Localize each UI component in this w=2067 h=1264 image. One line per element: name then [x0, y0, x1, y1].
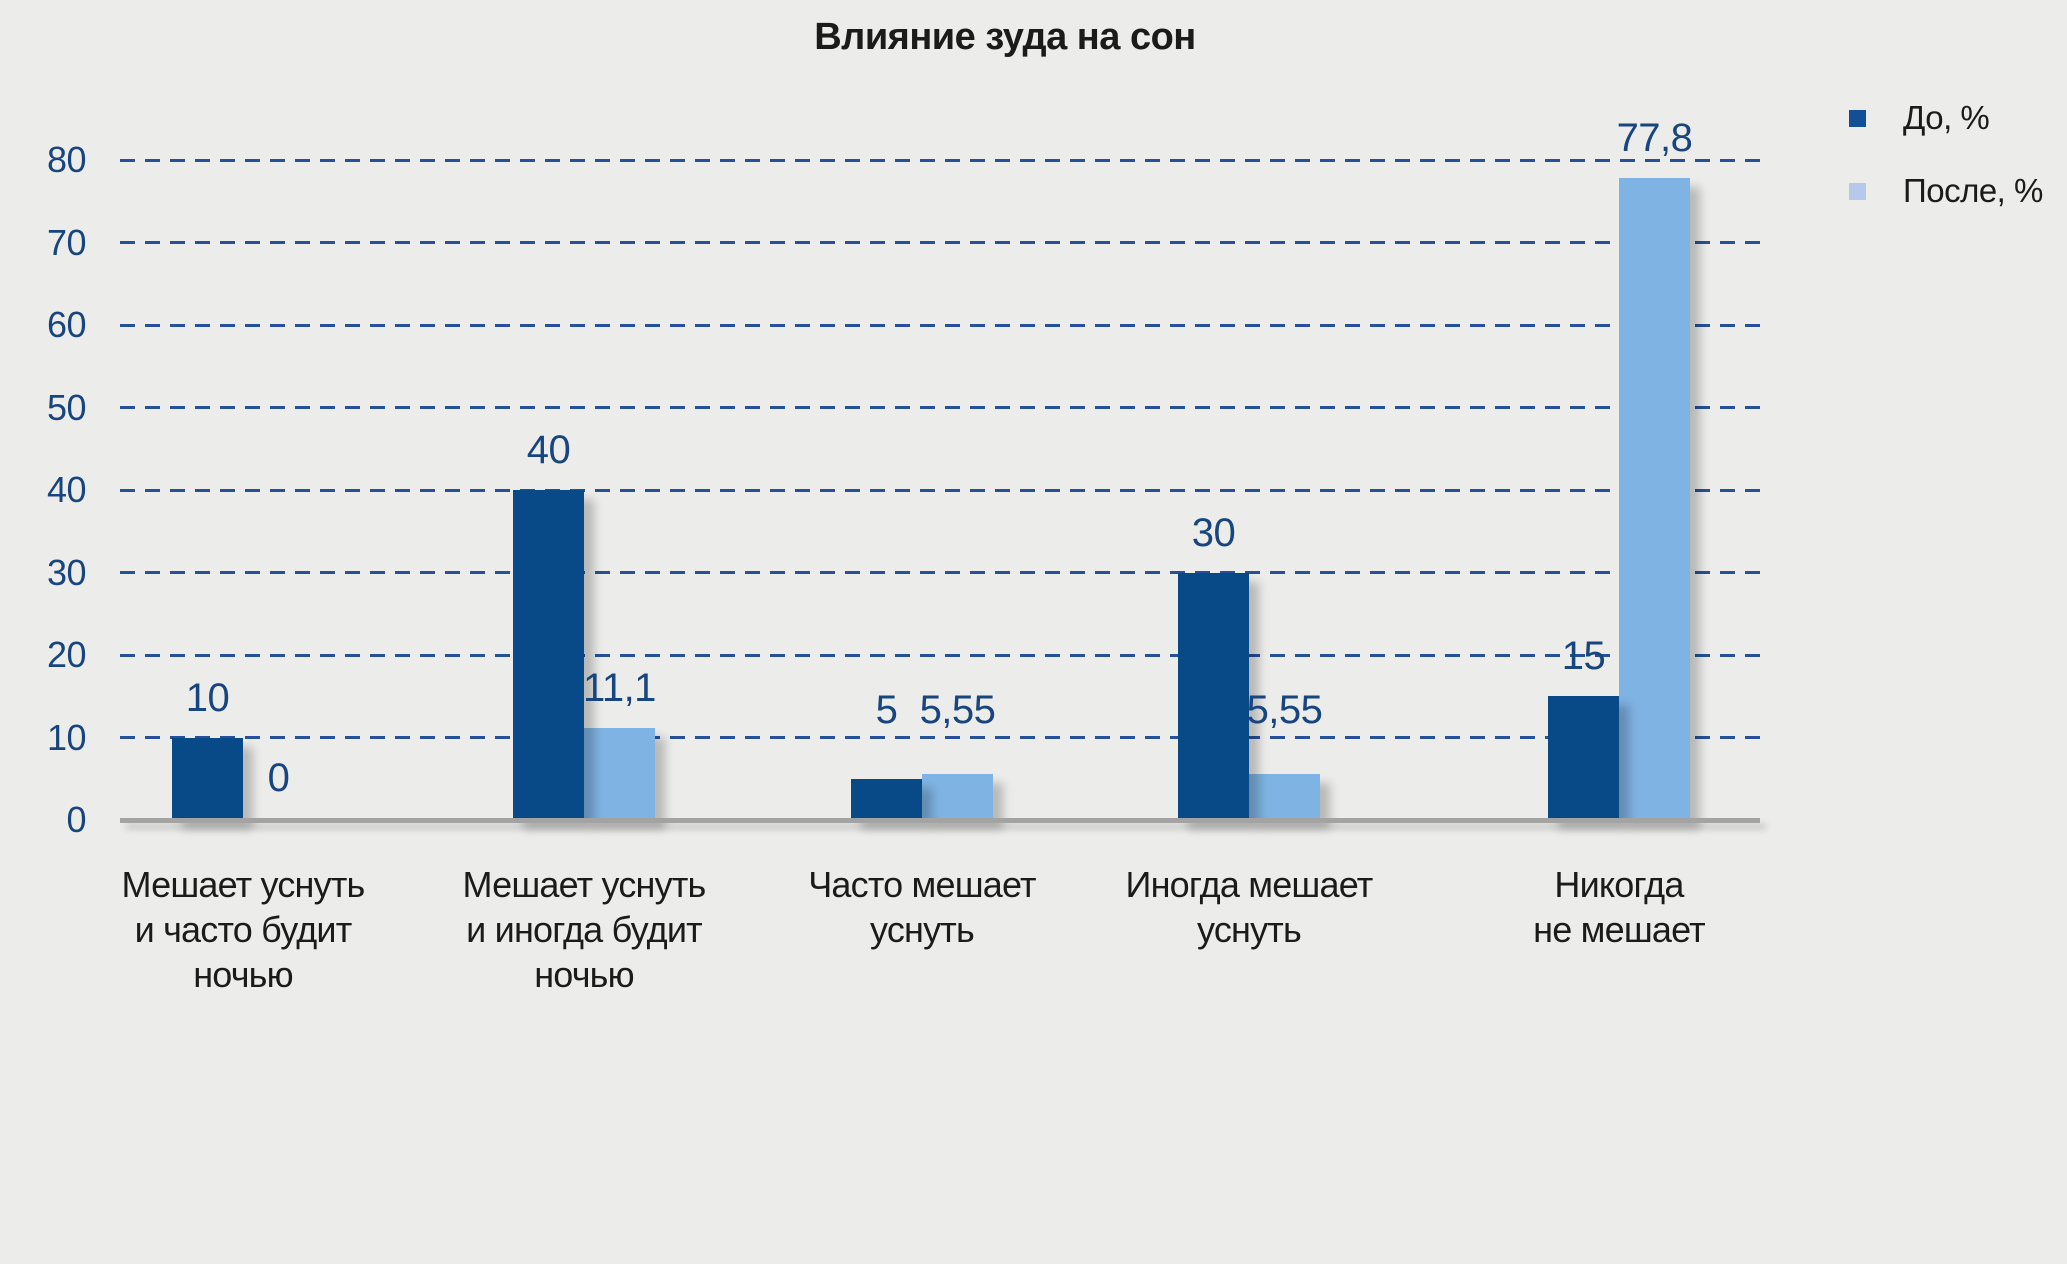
y-tick-label: 60 [46, 304, 87, 345]
category-label: Мешает уснуть и часто будит ночью [121, 864, 366, 995]
legend-label-before: До, % [1903, 99, 1990, 136]
legend-row-before: До, % [1849, 98, 2043, 138]
bar-before [851, 778, 922, 820]
y-tick-label: 50 [46, 386, 87, 428]
gridline-10 [120, 736, 1760, 739]
value-label-after: 11,1 [583, 666, 656, 711]
value-label-before: 10 [185, 675, 230, 720]
bar-before [1548, 696, 1619, 820]
legend-row-after: После, % [1849, 171, 2043, 211]
y-tick-label: 70 [46, 221, 87, 263]
bar-after [1619, 178, 1690, 820]
y-tick-label: 40 [46, 469, 87, 510]
y-tick-label: 20 [46, 634, 87, 675]
y-tick-label: 80 [46, 139, 87, 180]
category-label: Иногда мешает уснуть [1125, 864, 1374, 950]
bar-before [172, 737, 243, 820]
value-label-after: 5,55 [1246, 688, 1323, 732]
value-label-before: 40 [526, 428, 571, 472]
y-tick-label: 0 [66, 799, 86, 840]
x-axis-line [120, 818, 1760, 823]
y-tick-label: 30 [46, 551, 87, 593]
legend-label-after: После, % [1903, 172, 2043, 209]
value-label-before: 30 [1191, 510, 1236, 555]
gridline-70 [120, 241, 1760, 244]
gridline-50 [120, 406, 1760, 409]
y-tick-label: 10 [46, 716, 87, 758]
value-label-after: 5,55 [919, 688, 996, 732]
category-label: Часто мешает уснуть [808, 864, 1036, 950]
gridline-30 [120, 571, 1760, 574]
legend-swatch-before [1849, 109, 1866, 127]
chart-title: Влияние зуда на сон [814, 16, 1196, 58]
gridline-20 [120, 653, 1760, 657]
category-label: Никогда не мешает [1533, 864, 1706, 950]
category-label: Мешает уснуть и иногда будит ночью [462, 864, 707, 995]
bar-after [584, 728, 655, 820]
legend-swatch-after [1849, 182, 1866, 200]
plot-area: 10 0 40 11,1 5 5,55 30 5,55 15 77,8 [120, 118, 1760, 820]
bar-after [1249, 774, 1320, 820]
value-label-before: 5 [875, 688, 898, 732]
value-label-after: 77,8 [1616, 116, 1693, 161]
gridline-60 [120, 323, 1760, 327]
bar-before [1178, 572, 1249, 820]
gridline-40 [120, 488, 1760, 492]
legend: До, % После, % [1849, 98, 2043, 244]
bar-before [513, 490, 584, 820]
gridline-80 [120, 158, 1760, 162]
value-label-after: 0 [267, 756, 290, 800]
value-label-before: 15 [1561, 634, 1606, 679]
bar-after [922, 774, 993, 820]
